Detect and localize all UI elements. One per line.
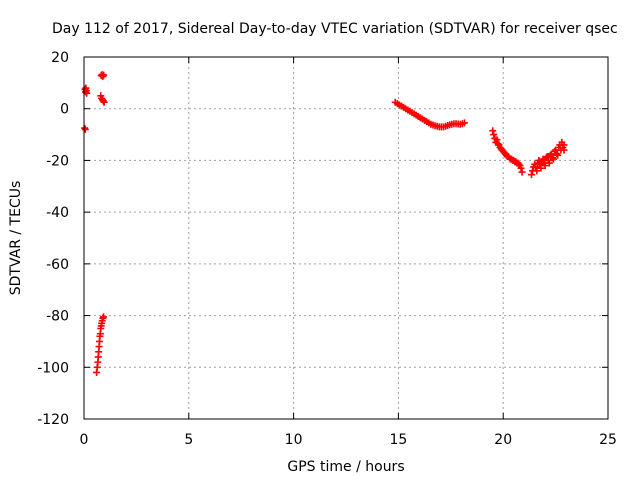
y-tick-label: -120: [37, 412, 69, 428]
x-tick-label: 20: [494, 432, 512, 448]
data-point: [560, 146, 568, 154]
data-point: [527, 171, 535, 179]
data-point: [515, 160, 523, 168]
x-tick-labels: 0 5 10 15 20 25: [80, 432, 617, 448]
y-tick-label: 20: [51, 50, 69, 66]
y-tick-label: -80: [46, 309, 69, 325]
data-point: [550, 155, 558, 163]
data-point: [548, 154, 556, 162]
x-tick-label: 5: [184, 432, 193, 448]
data-point: [517, 164, 525, 172]
axis-ticks: [83, 56, 609, 420]
x-axis-label: GPS time / hours: [287, 459, 404, 475]
y-tick-label: -60: [46, 257, 69, 273]
y-tick-label: -100: [37, 360, 69, 376]
data-point: [539, 155, 547, 163]
data-point: [81, 125, 89, 133]
y-axis-label: SDTVAR / TECUs: [8, 181, 24, 296]
x-tick-label: 15: [389, 432, 407, 448]
data-point: [537, 164, 545, 172]
data-point: [490, 131, 498, 139]
data-point: [99, 97, 107, 105]
x-tick-label: 0: [80, 432, 89, 448]
data-points: [81, 71, 568, 376]
data-point: [494, 140, 502, 148]
x-tick-label: 25: [599, 432, 617, 448]
data-point: [554, 151, 562, 159]
y-tick-label: 0: [60, 102, 69, 118]
data-point: [545, 159, 553, 167]
gridlines: [84, 57, 608, 419]
data-point: [489, 127, 497, 135]
y-tick-label: -40: [46, 205, 69, 221]
data-point: [100, 71, 108, 79]
data-point: [535, 156, 543, 164]
data-point: [532, 163, 540, 171]
y-tick-label: -20: [46, 153, 69, 169]
data-point: [543, 153, 551, 161]
data-point: [533, 167, 541, 175]
data-point: [541, 162, 549, 170]
data-point: [100, 98, 108, 106]
data-point: [460, 119, 468, 127]
data-point: [493, 136, 501, 144]
x-tick-label: 10: [285, 432, 303, 448]
plot-frame: [83, 56, 609, 420]
data-point: [99, 313, 107, 321]
chart-title: Day 112 of 2017, Sidereal Day-to-day VTE…: [52, 21, 618, 37]
data-point: [99, 72, 107, 80]
y-tick-labels: -120 -100 -80 -60 -40 -20 0 20: [37, 50, 69, 428]
data-point: [553, 150, 561, 158]
data-point: [518, 168, 526, 176]
